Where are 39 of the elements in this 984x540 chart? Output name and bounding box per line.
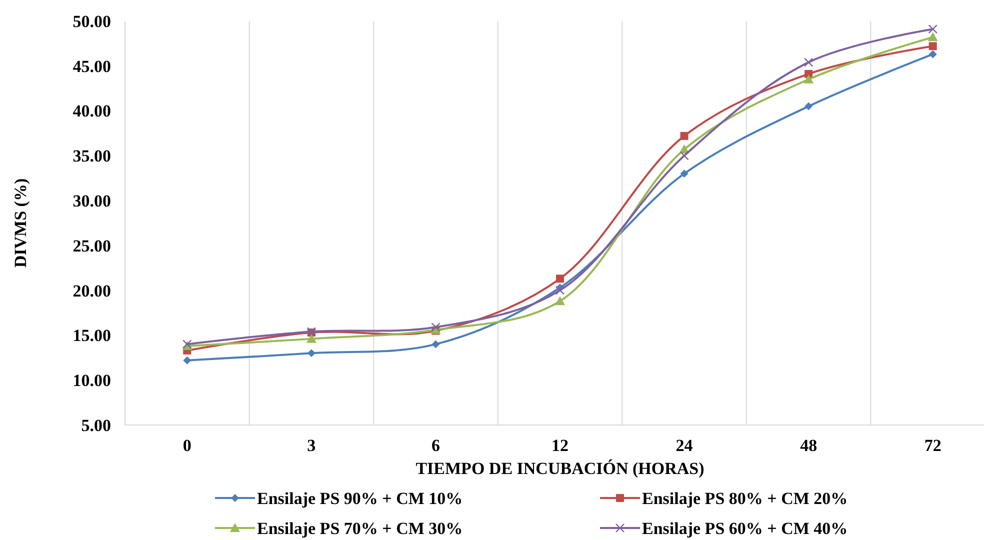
- point: [306, 334, 316, 343]
- point: [804, 74, 814, 84]
- point: [804, 102, 813, 110]
- legend-label: Ensilaje PS 90% + CM 10%: [257, 488, 463, 508]
- y-tick-label: 45.00: [72, 56, 111, 76]
- x-tick-label: 12: [552, 436, 568, 455]
- point: [555, 286, 565, 295]
- point: [555, 296, 565, 306]
- y-tick-label: 40.00: [72, 102, 111, 121]
- y-tick-label: 5.00: [81, 416, 111, 435]
- point: [928, 50, 937, 58]
- x-tick-label: 24: [676, 436, 694, 455]
- point: [556, 274, 564, 283]
- x-tick-label: 48: [800, 436, 818, 455]
- point: [804, 58, 814, 67]
- y-tick-label: 30.00: [72, 192, 111, 211]
- y-axis-title: DIVMS (%): [11, 178, 30, 268]
- point: [928, 32, 938, 42]
- x-tick-label: 6: [431, 436, 440, 455]
- point: [680, 132, 688, 140]
- x-tick-label: 72: [924, 436, 942, 455]
- point: [928, 24, 938, 34]
- y-tick-label: 10.00: [72, 371, 111, 390]
- point: [307, 349, 316, 358]
- point: [183, 356, 192, 364]
- y-tick-label: 50.00: [72, 12, 111, 31]
- y-tick-label: 35.00: [72, 146, 111, 166]
- point: [928, 42, 937, 50]
- x-axis-title: TIEMPO DE INCUBACIÓN (HORAS): [416, 459, 704, 478]
- legend-label: Ensilaje PS 80% + CM 20%: [642, 488, 848, 508]
- y-tick-label: 15.00: [72, 326, 111, 346]
- x-tick-label: 3: [307, 436, 316, 455]
- x-tick-label: 0: [182, 436, 192, 455]
- point: [432, 340, 440, 348]
- y-tick-label: 25.00: [72, 236, 111, 256]
- legend-label: Ensilaje PS 60% + CM 40%: [642, 518, 848, 538]
- point: [680, 170, 688, 178]
- y-tick-label: 20.00: [72, 281, 111, 300]
- legend-label: Ensilaje PS 70% + CM 30%: [257, 518, 463, 538]
